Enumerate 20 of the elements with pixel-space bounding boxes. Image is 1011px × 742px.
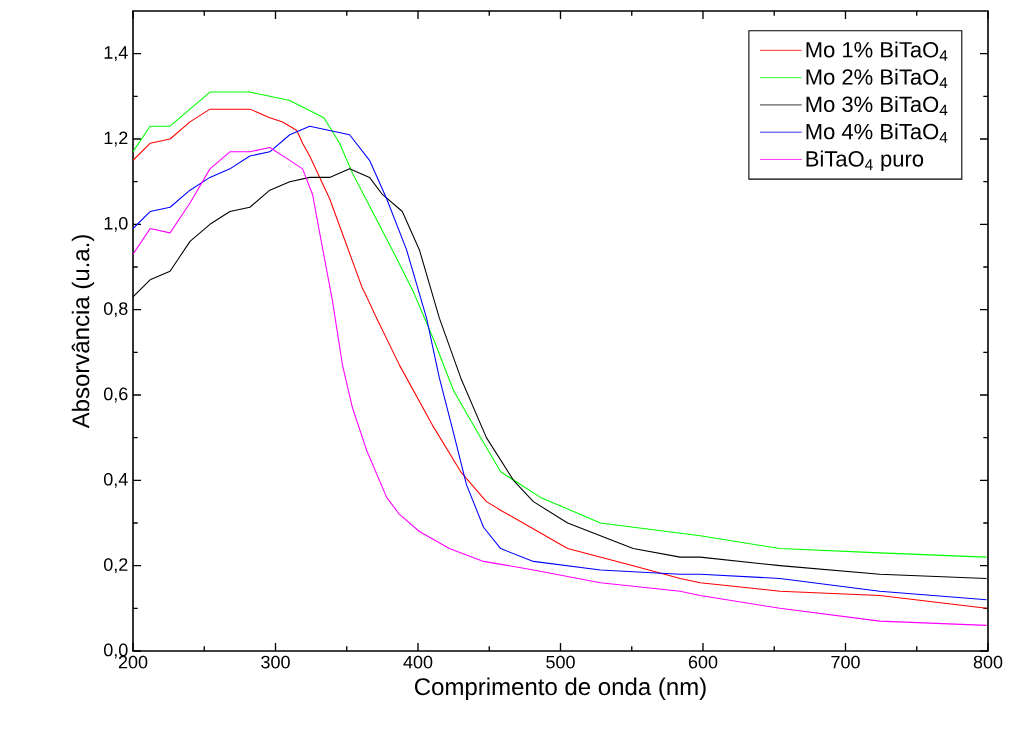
x-axis-title: Comprimento de onda (nm) [414, 677, 706, 700]
legend-label: Mo 4% BiTaO$_{4}$ [806, 123, 948, 143]
legend-label: Mo 3% BiTaO$_{4}$ [806, 95, 948, 116]
legend-label: Mo 1% BiTaO$_{4}$ [806, 41, 948, 61]
legend-label: BiTaO$_{4}$ puro [806, 150, 924, 171]
y-tick-label: 1,4 [104, 46, 128, 61]
x-tick-label: 500 [546, 655, 575, 669]
y-axis-title: Absorvância (u.a.) [71, 235, 95, 429]
y-tick-label: 0,2 [103, 558, 128, 574]
legend-label: Mo 2% BiTaO$_{4}$ [806, 68, 948, 89]
y-tick-label: 1,2 [104, 131, 128, 147]
x-tick-label: 600 [688, 655, 718, 669]
x-tick-label: 800 [973, 655, 1003, 669]
x-tick-label: 700 [831, 655, 860, 669]
y-tick-label: 0,4 [103, 472, 128, 488]
x-tick-label: 400 [403, 655, 433, 669]
y-tick-label: 0,8 [103, 302, 128, 318]
y-tick-label: 0,6 [103, 387, 128, 403]
x-tick-label: 300 [261, 655, 290, 669]
y-tick-label: 1,0 [104, 216, 128, 232]
